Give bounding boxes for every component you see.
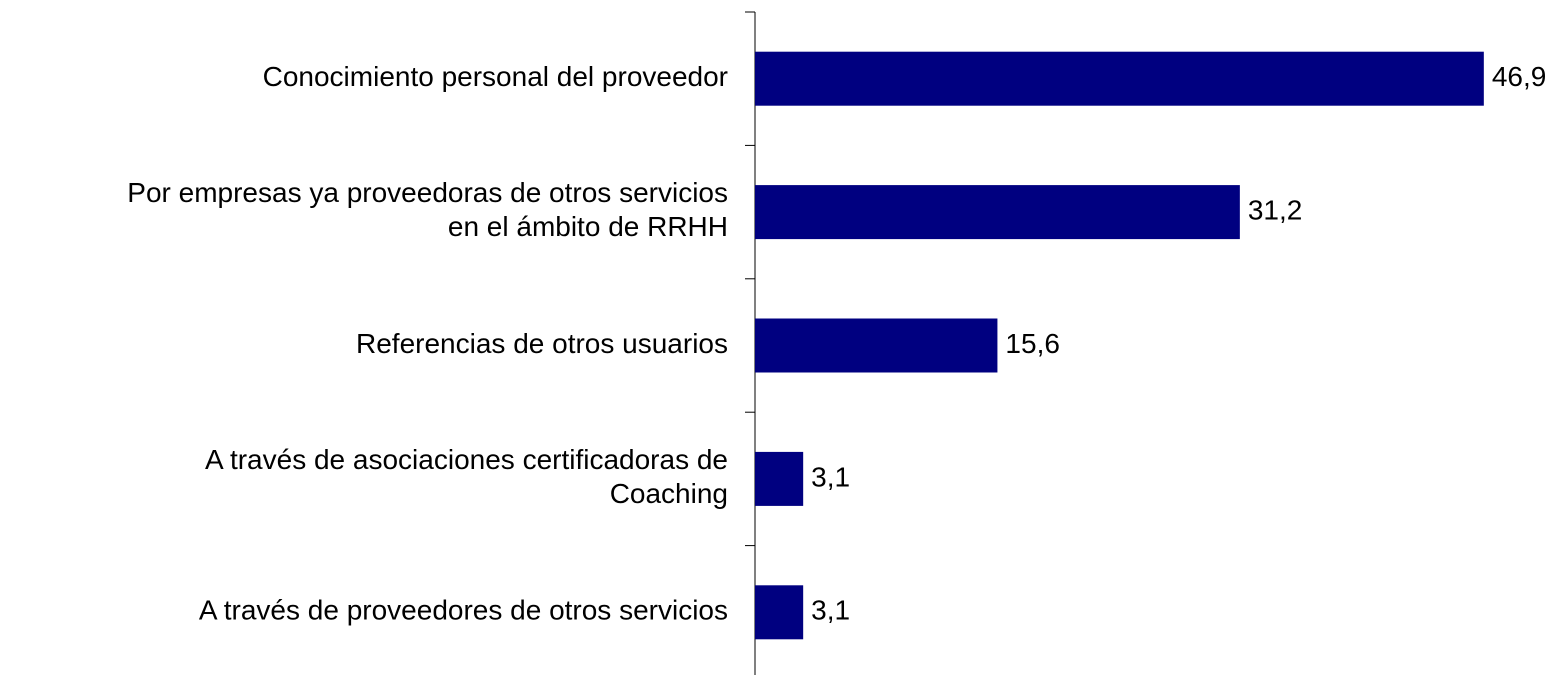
value-label: 15,6 [1005,328,1060,359]
value-label: 31,2 [1248,194,1303,225]
bar [755,318,998,373]
bar [755,51,1484,106]
value-label: 46,9 [1492,61,1547,92]
value-label: 3,1 [811,595,850,626]
category-label: Por empresas ya proveedoras de otros ser… [127,177,728,242]
category-label: A través de asociaciones certificadoras … [205,444,728,509]
category-label: Conocimiento personal del proveedor [263,61,728,92]
bar [755,185,1240,240]
category-label: A través de proveedores de otros servici… [199,595,728,626]
category-label: Referencias de otros usuarios [356,328,728,359]
value-label: 3,1 [811,461,850,492]
bar [755,451,804,506]
bar [755,585,804,640]
